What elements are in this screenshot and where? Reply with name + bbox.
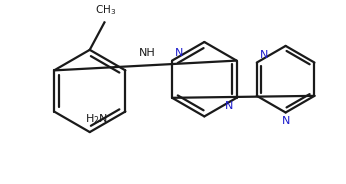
- Text: N: N: [260, 50, 268, 60]
- Text: H$_2$N: H$_2$N: [85, 112, 108, 126]
- Text: N: N: [175, 48, 183, 58]
- Text: CH$_3$: CH$_3$: [95, 3, 116, 17]
- Text: N: N: [281, 116, 290, 126]
- Text: NH: NH: [139, 48, 156, 58]
- Text: N: N: [225, 101, 234, 111]
